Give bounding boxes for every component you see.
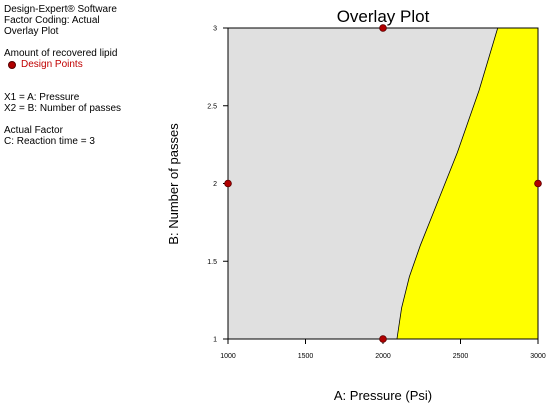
x-axis-label: A: Pressure (Psi) (334, 388, 432, 403)
design-point (534, 179, 542, 188)
x-tick-label: 1500 (298, 353, 314, 360)
x-tick-label: 2000 (375, 353, 391, 360)
x-axis-ticks: 1000 1500 2000 2500 3000 (220, 339, 546, 360)
response-name: Amount of recovered lipid (4, 48, 118, 59)
factor-x2: X2 = B: Number of passes (4, 103, 122, 114)
actual-factor: C: Reaction time = 3 (4, 136, 95, 147)
plot-type: Overlay Plot (4, 26, 59, 37)
feasible-region (396, 28, 538, 339)
y-tick-label: 1 (213, 337, 217, 344)
y-tick-label: 2 (213, 181, 217, 188)
x-tick-label: 3000 (530, 353, 546, 360)
factor-coding: Factor Coding: Actual (4, 15, 100, 26)
x-tick-label: 2500 (453, 353, 469, 360)
y-tick-label: 3 (213, 26, 217, 33)
chart-title: Overlay Plot (337, 7, 430, 26)
boundary-curve (396, 27, 499, 340)
info-panel: Design-Expert® Software Factor Coding: A… (4, 4, 121, 147)
software-name: Design-Expert® Software (4, 4, 117, 15)
design-points (224, 24, 542, 343)
legend-design-points: Design Points (4, 59, 121, 70)
factor-x1: X1 = A: Pressure (4, 92, 80, 103)
legend-label: Design Points (21, 59, 83, 70)
actual-factor-heading: Actual Factor (4, 125, 63, 136)
design-point-marker-icon (8, 60, 16, 69)
design-point (379, 24, 387, 32)
y-tick-label: 1.5 (207, 259, 217, 266)
y-tick-label: 2.5 (207, 103, 217, 110)
design-point (379, 335, 387, 343)
design-point (224, 179, 232, 188)
x-tick-label: 1000 (220, 353, 236, 360)
y-axis-label: B: Number of passes (166, 123, 181, 245)
